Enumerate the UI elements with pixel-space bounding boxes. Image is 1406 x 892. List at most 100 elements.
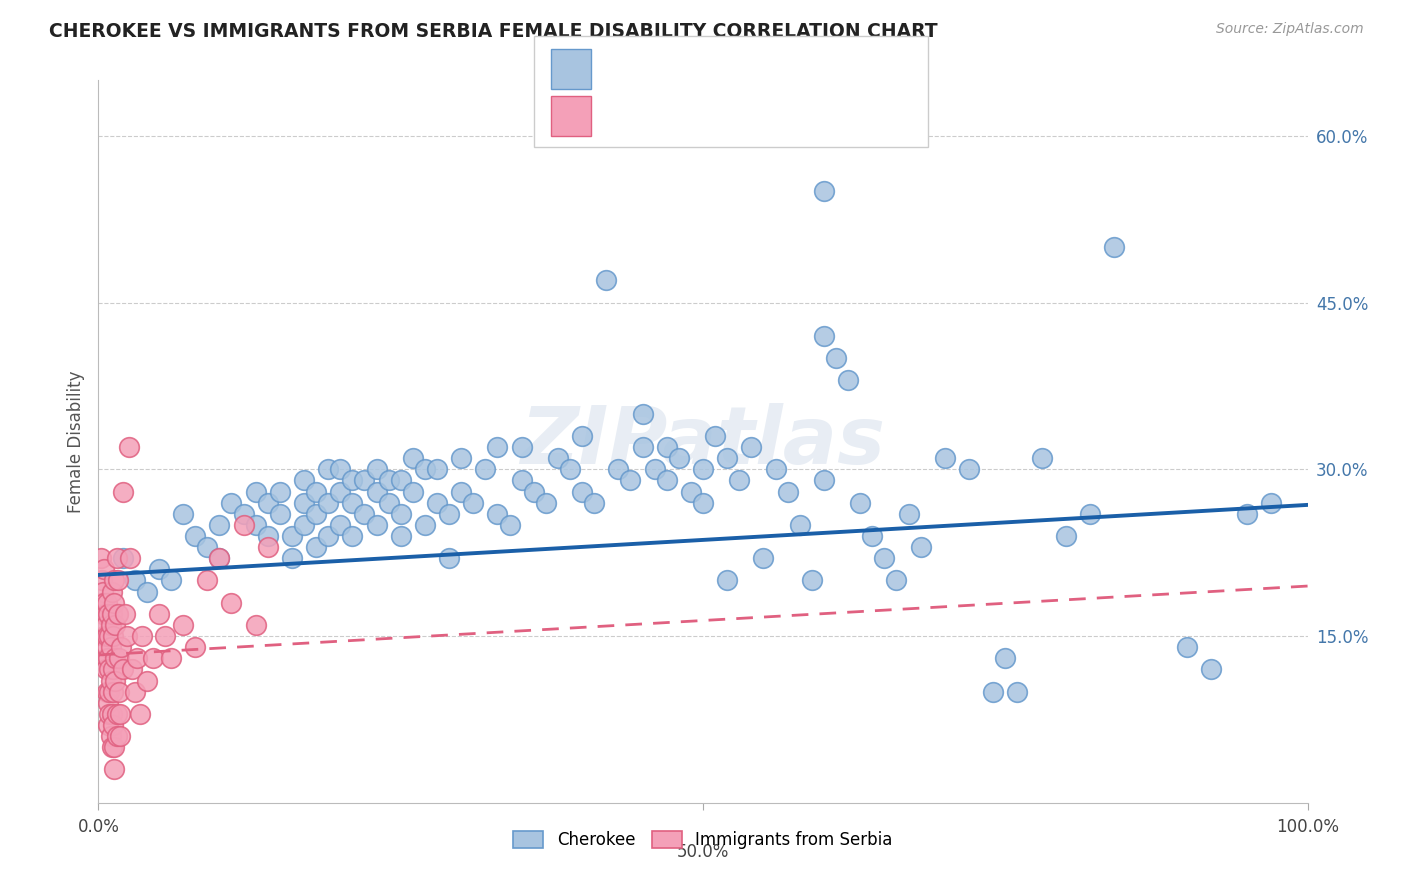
Point (498, 517, 520, 532)
Point (813, 474, 835, 488)
Point (114, 607, 136, 621)
Point (100, 607, 122, 621)
Point (426, 496, 449, 510)
Point (910, 540, 932, 554)
Point (121, 662, 143, 676)
Point (668, 95, 690, 110)
Point (510, 474, 533, 488)
Legend: Cherokee, Immigrants from Serbia: Cherokee, Immigrants from Serbia (506, 824, 900, 856)
Text: 78: 78 (742, 108, 765, 126)
Point (957, 462, 980, 476)
Text: 50.0%: 50.0% (676, 843, 730, 861)
Point (281, 529, 304, 543)
Point (127, 651, 149, 665)
Point (103, 596, 125, 610)
Point (389, 507, 412, 521)
Text: R =: R = (602, 61, 638, 78)
Point (98, 662, 121, 676)
Point (607, 462, 630, 476)
Point (644, 462, 666, 476)
Y-axis label: Female Disability: Female Disability (66, 370, 84, 513)
Point (160, 651, 183, 665)
Point (389, 529, 412, 543)
Point (232, 517, 254, 532)
Text: N =: N = (707, 61, 744, 78)
Point (232, 507, 254, 521)
Point (142, 651, 165, 665)
Point (692, 462, 714, 476)
Point (292, 474, 315, 488)
Point (789, 517, 811, 532)
Point (655, 474, 678, 488)
Point (316, 529, 339, 543)
Point (1078, 507, 1101, 521)
Text: 131: 131 (742, 61, 778, 78)
Point (450, 484, 472, 499)
Point (93, 562, 115, 576)
Point (837, 373, 859, 387)
Point (100, 740, 122, 755)
Point (668, 451, 690, 466)
Point (342, 474, 364, 488)
Point (97, 651, 120, 665)
Point (776, 484, 799, 499)
Point (108, 684, 131, 698)
Point (765, 462, 787, 476)
Point (316, 496, 339, 510)
Point (450, 451, 472, 466)
Point (813, 329, 835, 343)
Point (135, 673, 157, 688)
Point (329, 462, 352, 476)
Point (269, 484, 291, 499)
Point (631, 440, 654, 454)
Point (108, 729, 131, 743)
Point (353, 507, 375, 521)
Point (256, 540, 278, 554)
Point (104, 618, 127, 632)
Point (366, 462, 388, 476)
Point (1260, 496, 1282, 510)
Point (1175, 640, 1198, 655)
Point (153, 629, 176, 643)
Point (886, 574, 908, 588)
Point (366, 517, 388, 532)
Point (619, 474, 641, 488)
Point (377, 474, 399, 488)
Point (96, 596, 118, 610)
Point (523, 484, 546, 499)
Point (91, 607, 114, 621)
Point (94, 618, 117, 632)
Point (128, 706, 150, 721)
Point (100, 618, 122, 632)
Point (111, 662, 134, 676)
Point (160, 574, 183, 588)
Point (1054, 529, 1077, 543)
Point (91, 596, 114, 610)
Point (93, 596, 115, 610)
Point (558, 462, 581, 476)
Point (486, 440, 509, 454)
Point (437, 507, 460, 521)
Point (256, 529, 278, 543)
Point (118, 551, 141, 566)
Point (413, 462, 436, 476)
Point (413, 517, 436, 532)
Point (510, 440, 533, 454)
Point (101, 629, 124, 643)
Point (98, 706, 121, 721)
Point (208, 517, 231, 532)
Text: Source: ZipAtlas.com: Source: ZipAtlas.com (1216, 22, 1364, 37)
Point (208, 551, 231, 566)
Point (740, 440, 762, 454)
Point (94, 607, 117, 621)
Point (402, 484, 425, 499)
Point (111, 484, 134, 499)
Point (342, 496, 364, 510)
Point (583, 496, 606, 510)
Point (813, 185, 835, 199)
Point (655, 440, 678, 454)
Point (486, 507, 509, 521)
Point (208, 551, 231, 566)
Point (107, 607, 129, 621)
Point (245, 618, 267, 632)
